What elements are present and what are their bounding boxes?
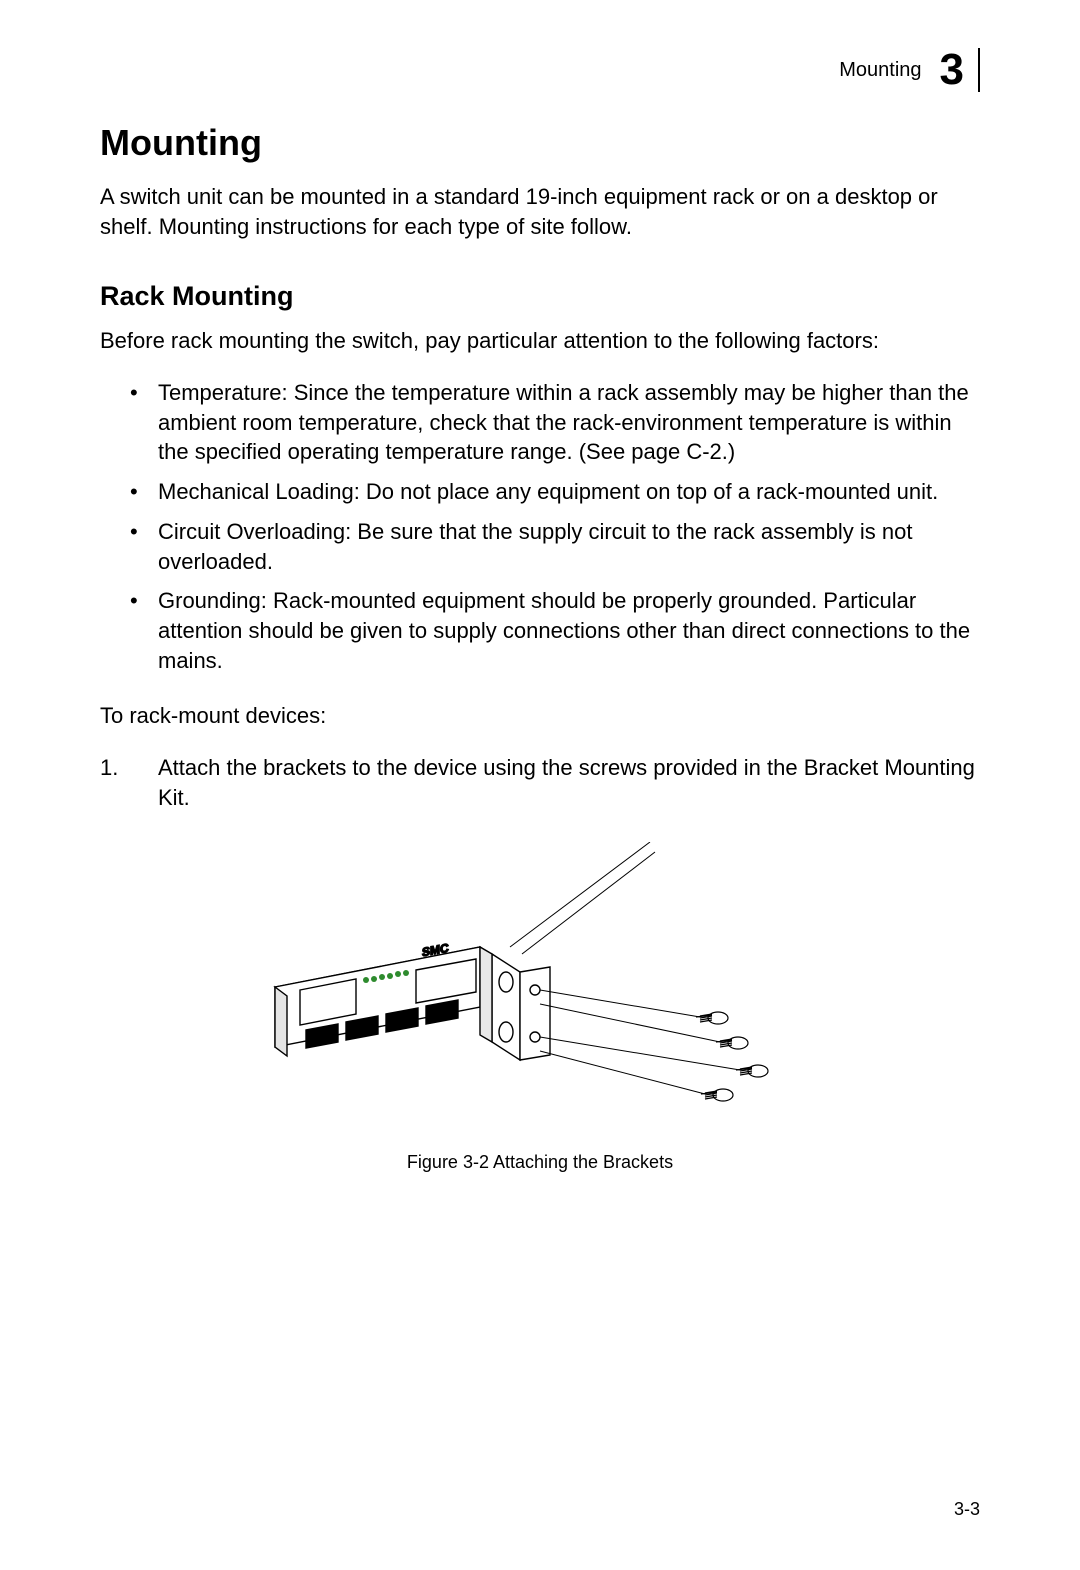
list-item: Attach the brackets to the device using … <box>100 753 980 812</box>
figure-caption: Figure 3-2 Attaching the Brackets <box>100 1152 980 1173</box>
subsection-lead: Before rack mounting the switch, pay par… <box>100 326 980 356</box>
section-intro: A switch unit can be mounted in a standa… <box>100 182 980 241</box>
list-item: Temperature: Since the temperature withi… <box>130 378 980 467</box>
running-header-label: Mounting <box>839 59 921 82</box>
page-number: 3-3 <box>954 1499 980 1520</box>
list-item: Circuit Overloading: Be sure that the su… <box>130 517 980 576</box>
list-item: Mechanical Loading: Do not place any equ… <box>130 477 980 507</box>
running-header: Mounting 3 <box>839 48 980 92</box>
content-area: Mounting A switch unit can be mounted in… <box>100 122 980 1173</box>
subsection-title: Rack Mounting <box>100 281 980 312</box>
figure-block: SMC <box>100 842 980 1173</box>
section-title: Mounting <box>100 122 980 164</box>
bracket-diagram-icon: SMC <box>260 842 820 1142</box>
step-list: Attach the brackets to the device using … <box>100 753 980 812</box>
list-item: Grounding: Rack-mounted equipment should… <box>130 586 980 675</box>
bullet-list: Temperature: Since the temperature withi… <box>100 378 980 675</box>
continuation-text: To rack-mount devices: <box>100 701 980 731</box>
chapter-number: 3 <box>940 48 980 92</box>
document-page: Mounting 3 Mounting A switch unit can be… <box>0 0 1080 1570</box>
